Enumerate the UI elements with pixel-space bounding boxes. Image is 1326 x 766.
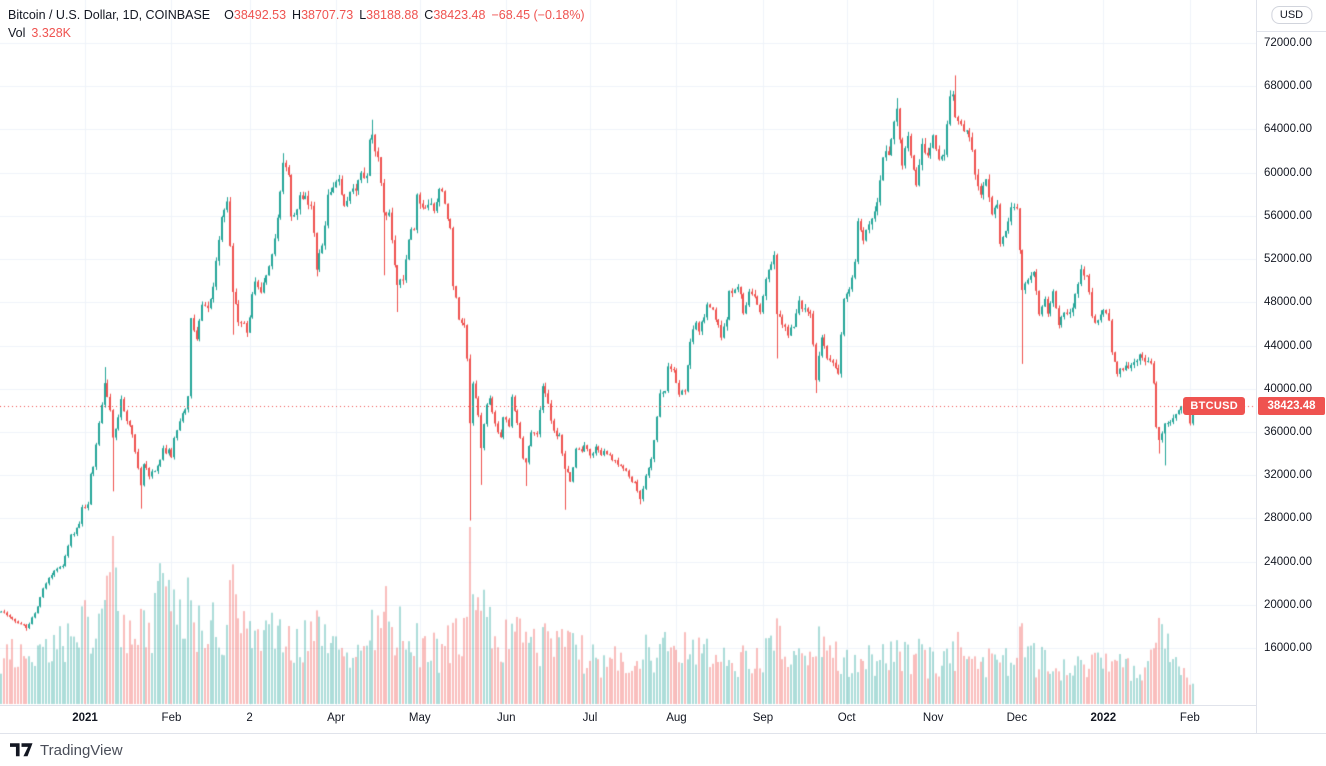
time-tick-label: Aug <box>666 712 687 724</box>
price-tick-label: 44000.00 <box>1264 339 1312 352</box>
price-tick-label: 32000.00 <box>1264 469 1312 482</box>
ohlc-row: Bitcoin / U.S. Dollar, 1D, COINBASE O 384… <box>8 6 585 24</box>
time-tick-label: Oct <box>837 712 856 724</box>
price-axis[interactable]: USD 38423.48 72000.00 68000.00 64000.00 600… <box>1256 0 1326 733</box>
time-tick-label: Jul <box>582 712 598 724</box>
time-tick-label: Apr <box>327 712 346 724</box>
price-tick-label: 28000.00 <box>1264 512 1312 525</box>
time-tick-label: 2021 <box>72 712 98 724</box>
price-tick-label: 60000.00 <box>1264 166 1312 179</box>
volume-row: Vol 3.328K <box>8 24 585 42</box>
last-price-badge: 38423.48 <box>1258 396 1325 415</box>
time-axis[interactable]: 2021 Feb 2 Apr May Jun Jul Aug Sep Oct Nov Dec 2022 F… <box>0 706 1256 733</box>
chart-canvas[interactable] <box>0 0 1256 705</box>
time-tick-label: Jun <box>496 712 516 724</box>
attribution-bar: TradingView <box>0 733 1326 766</box>
time-tick-label: Feb <box>161 712 182 724</box>
time-tick-label: Nov <box>922 712 944 724</box>
close-value: 38423.48 <box>433 8 486 22</box>
low-value: 38188.88 <box>366 8 419 22</box>
time-tick-label: 2 <box>246 712 253 724</box>
price-tick-label: 72000.00 <box>1264 37 1312 49</box>
price-tick-label: 56000.00 <box>1264 209 1312 222</box>
symbol-legend: Bitcoin / U.S. Dollar, 1D, COINBASE O 384… <box>8 6 585 42</box>
axis-separator <box>1257 31 1326 32</box>
open-value: 38492.53 <box>233 8 287 22</box>
price-tick-label: 64000.00 <box>1264 123 1312 136</box>
change-value: −68.45 (−0.18%) <box>491 8 585 22</box>
price-tick-label: 68000.00 <box>1264 80 1312 93</box>
open-label: O <box>224 8 234 22</box>
price-tick-label: 16000.00 <box>1264 642 1312 654</box>
price-tick-label: 36000.00 <box>1264 425 1312 438</box>
currency-unit-button[interactable]: USD <box>1270 6 1313 24</box>
symbol-price-flag: BTCUSD <box>1183 396 1245 415</box>
price-tick-label: 24000.00 <box>1264 555 1312 568</box>
symbol-title: Bitcoin / U.S. Dollar, 1D, COINBASE <box>8 8 211 22</box>
time-tick-label: 2022 <box>1090 712 1117 724</box>
price-tick-label: 52000.00 <box>1264 253 1312 266</box>
price-tick-label: 40000.00 <box>1264 382 1312 395</box>
low-label: L <box>359 8 367 22</box>
price-tick-label: 48000.00 <box>1264 296 1312 309</box>
volume-value: 3.328K <box>31 26 72 40</box>
time-tick-label: Sep <box>752 712 774 724</box>
high-value: 38707.73 <box>301 8 354 22</box>
chart-plot-area: Bitcoin / U.S. Dollar, 1D, COINBASE O 384… <box>0 0 1256 705</box>
time-axis-divider <box>0 705 1326 706</box>
volume-label: Vol <box>8 26 26 40</box>
tradingview-logo-icon[interactable] <box>10 743 33 757</box>
time-tick-label: Dec <box>1006 712 1028 724</box>
close-label: C <box>424 8 434 22</box>
price-tick-label: 20000.00 <box>1264 598 1312 611</box>
time-tick-label: Feb <box>1179 712 1200 724</box>
time-tick-label: May <box>408 712 431 724</box>
high-label: H <box>292 8 302 22</box>
tradingview-wordmark[interactable]: TradingView <box>40 741 123 759</box>
